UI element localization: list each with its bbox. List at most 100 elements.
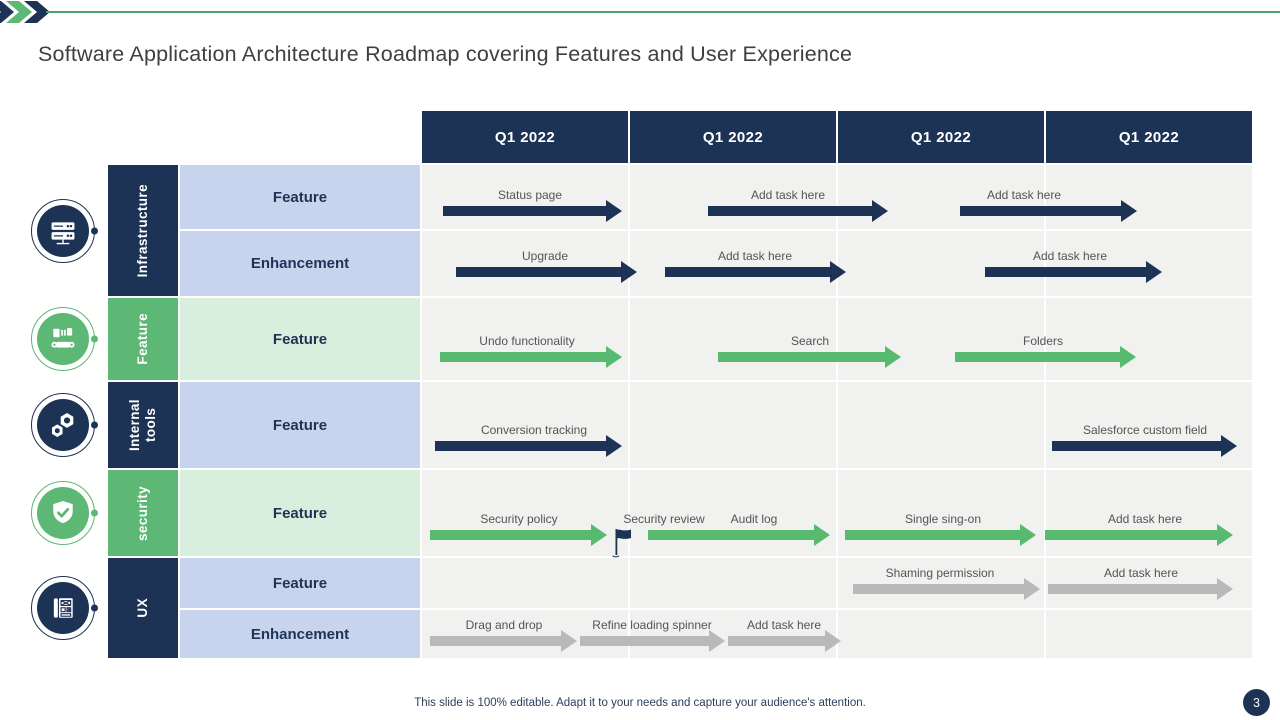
task-arrow-head[interactable] <box>1120 346 1136 368</box>
task-label[interactable]: Security review <box>623 512 705 526</box>
task-arrow[interactable] <box>985 267 1148 277</box>
connector-dot <box>91 335 98 343</box>
task-arrow[interactable] <box>648 530 816 540</box>
task-arrow[interactable] <box>853 584 1026 594</box>
task-arrow-head[interactable] <box>1146 261 1162 283</box>
task-label[interactable]: Add task here <box>750 188 826 202</box>
task-arrow[interactable] <box>960 206 1123 216</box>
task-arrow-head[interactable] <box>825 630 841 652</box>
timeline-cell <box>422 298 628 380</box>
task-arrow-head[interactable] <box>709 630 725 652</box>
arrows-overlay: Status page Add task here Add task here Upg… <box>108 111 1252 658</box>
task-arrow-head[interactable] <box>621 261 637 283</box>
task-arrow[interactable] <box>580 636 711 646</box>
task-arrow[interactable] <box>430 636 563 646</box>
task-label[interactable]: Audit log <box>730 512 778 526</box>
task-arrow-head[interactable] <box>830 261 846 283</box>
task-arrow[interactable] <box>440 352 608 362</box>
task-label[interactable]: Add task here <box>746 618 822 632</box>
subcategory-cell: Feature <box>180 165 420 229</box>
task-label[interactable]: Status page <box>497 188 563 202</box>
timeline-cell <box>630 165 836 229</box>
task-arrow[interactable] <box>708 206 874 216</box>
task-label[interactable]: Drag and drop <box>465 618 543 632</box>
task-label[interactable]: Add task here <box>1103 566 1179 580</box>
task-label[interactable]: Add task here <box>986 188 1062 202</box>
task-arrow[interactable] <box>845 530 1022 540</box>
connector-dot <box>91 227 98 234</box>
task-label[interactable]: Conversion tracking <box>480 423 588 437</box>
task-arrow-head[interactable] <box>561 630 577 652</box>
category-label-security: security <box>108 470 178 556</box>
task-arrow[interactable] <box>1045 530 1219 540</box>
task-arrow-head[interactable] <box>1121 200 1137 222</box>
task-arrow[interactable] <box>955 352 1122 362</box>
task-arrow-head[interactable] <box>606 435 622 457</box>
connector-dot <box>91 604 98 612</box>
timeline-cell <box>630 231 836 296</box>
task-arrow[interactable] <box>435 441 608 451</box>
timeline-cell <box>422 165 628 229</box>
task-arrow[interactable] <box>456 267 623 277</box>
task-label[interactable]: Salesforce custom field <box>1082 423 1208 437</box>
task-arrow[interactable] <box>1052 441 1223 451</box>
task-label[interactable]: Search <box>790 334 830 348</box>
footer-note: This slide is 100% editable. Adapt it to… <box>414 697 866 709</box>
circuit-board-icon-core <box>37 313 89 365</box>
timeline-cell <box>422 610 628 658</box>
task-arrow-head[interactable] <box>1221 435 1237 457</box>
task-arrow-head[interactable] <box>1024 578 1040 600</box>
task-arrow-head[interactable] <box>1020 524 1036 546</box>
timeline-cell <box>1046 382 1252 468</box>
task-arrow-head[interactable] <box>885 346 901 368</box>
timeline-cell <box>630 558 836 608</box>
timeline-cell <box>838 470 1044 556</box>
task-arrow[interactable] <box>665 267 832 277</box>
wireframe-icon-core <box>37 582 89 634</box>
task-label[interactable]: Add task here <box>1107 512 1183 526</box>
task-label[interactable]: Shaming permission <box>885 566 995 580</box>
timeline-cell <box>838 382 1044 468</box>
shield-check-icon-core <box>37 487 89 539</box>
task-arrow[interactable] <box>718 352 887 362</box>
task-label[interactable]: Security policy <box>480 512 558 526</box>
task-arrow-head[interactable] <box>591 524 607 546</box>
task-arrow-head[interactable] <box>1217 578 1233 600</box>
subcategory-cell: Enhancement <box>180 610 420 658</box>
timeline-cell <box>1046 610 1252 658</box>
quarter-header-cell: Q1 2022 <box>1046 111 1252 163</box>
circuit-board-icon <box>31 307 98 371</box>
subcategory-cell: Feature <box>180 382 420 468</box>
task-arrow-head[interactable] <box>606 346 622 368</box>
nuts-icon-core <box>37 399 89 451</box>
task-label[interactable]: Add task here <box>717 249 793 263</box>
task-arrow-head[interactable] <box>814 524 830 546</box>
task-label[interactable]: Add task here <box>1032 249 1108 263</box>
task-arrow[interactable] <box>728 636 827 646</box>
top-rule <box>46 11 1280 13</box>
task-arrow-head[interactable] <box>1217 524 1233 546</box>
category-label-ux: UX <box>108 558 178 658</box>
task-arrow[interactable] <box>443 206 608 216</box>
task-label[interactable]: Undo functionality <box>479 334 575 348</box>
roadmap-table: Q1 2022 Q1 2022 Q1 2022 Q1 2022 Infrastructu… <box>108 111 1252 658</box>
shield-check-icon <box>31 481 98 545</box>
timeline-cell <box>422 231 628 296</box>
timeline-cell <box>630 298 836 380</box>
timeline-cell <box>838 231 1044 296</box>
task-arrow[interactable] <box>430 530 593 540</box>
timeline-cell <box>838 558 1044 608</box>
task-label[interactable]: Single sing-on <box>904 512 982 526</box>
task-label[interactable]: Folders <box>1022 334 1064 348</box>
category-label-infrastructure: Infrastructure <box>108 165 178 296</box>
task-arrow-head[interactable] <box>606 200 622 222</box>
category-label-internal-tools: Internal tools <box>108 382 178 468</box>
timeline-cell <box>630 610 836 658</box>
chevron-decoration <box>6 1 32 23</box>
task-label[interactable]: Upgrade <box>521 249 569 263</box>
timeline-cell <box>1046 165 1252 229</box>
flag-icon[interactable] <box>610 527 634 564</box>
task-label[interactable]: Refine loading spinner <box>592 618 712 632</box>
task-arrow-head[interactable] <box>872 200 888 222</box>
task-arrow[interactable] <box>1048 584 1219 594</box>
